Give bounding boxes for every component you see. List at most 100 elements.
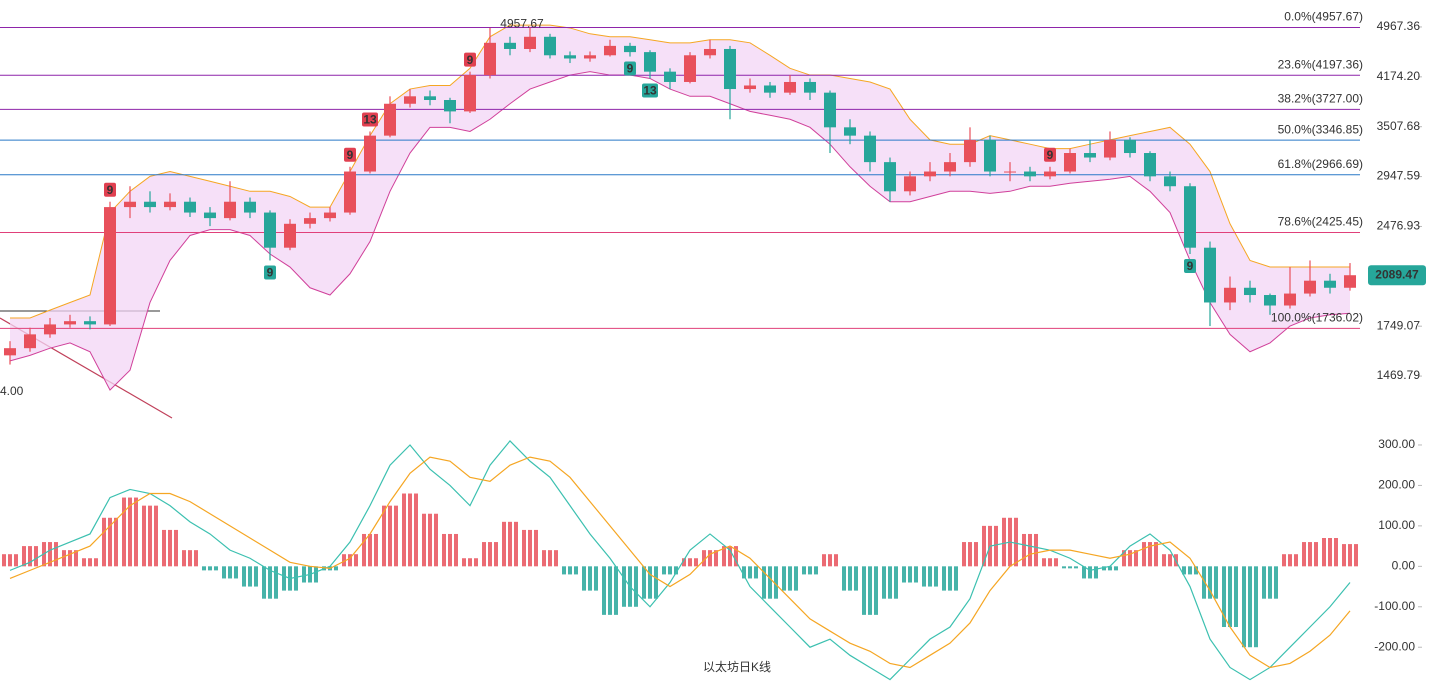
macd-bar xyxy=(1188,566,1192,575)
candle-body xyxy=(1184,186,1196,248)
macd-bar xyxy=(388,505,392,567)
macd-bar xyxy=(608,566,612,615)
macd-bar xyxy=(434,513,438,567)
macd-bar xyxy=(834,554,838,567)
macd-bar xyxy=(994,525,998,567)
macd-bar xyxy=(1148,542,1152,567)
macd-bar xyxy=(462,558,466,567)
macd-bar xyxy=(408,493,412,567)
macd-bar xyxy=(382,505,386,567)
candle-body xyxy=(64,321,76,325)
macd-bar xyxy=(274,566,278,599)
y-tick-label: 200.00 xyxy=(1378,478,1415,492)
macd-bar xyxy=(914,566,918,583)
macd-bar xyxy=(1108,566,1112,571)
y-tick-label: 4174.20 xyxy=(1377,69,1421,83)
macd-bar xyxy=(354,554,358,567)
macd-bar xyxy=(1348,544,1352,567)
macd-bar xyxy=(268,566,272,599)
macd-bar xyxy=(508,521,512,567)
macd-bar xyxy=(1242,566,1246,648)
macd-bar xyxy=(242,566,246,587)
macd-bar xyxy=(788,566,792,591)
td-marker xyxy=(264,265,276,280)
macd-bar xyxy=(94,558,98,567)
macd-bar xyxy=(1202,566,1206,599)
macd-bar xyxy=(742,566,746,579)
macd-bar xyxy=(922,566,926,587)
macd-bar xyxy=(1322,538,1326,567)
macd-bar xyxy=(482,542,486,567)
macd-bar xyxy=(428,513,432,567)
candle-body xyxy=(4,348,16,356)
macd-bar xyxy=(1274,566,1278,599)
macd-bar xyxy=(1294,554,1298,567)
price-badge-label: 2089.47 xyxy=(1375,267,1419,281)
candle-body xyxy=(984,139,996,172)
macd-bar xyxy=(1288,554,1292,567)
macd-bar xyxy=(214,566,218,571)
candle-body xyxy=(364,135,376,172)
macd-bar xyxy=(848,566,852,591)
macd-bar xyxy=(1222,566,1226,628)
macd-bar xyxy=(528,529,532,567)
macd-bar xyxy=(1214,566,1218,599)
macd-line xyxy=(9,440,1351,681)
macd-bar xyxy=(574,566,578,575)
td-marker-label: 9 xyxy=(267,266,274,280)
macd-bar xyxy=(1122,550,1126,567)
macd-bar xyxy=(454,533,458,567)
macd-bar xyxy=(534,529,538,567)
macd-bar xyxy=(314,566,318,583)
macd-bar xyxy=(1168,554,1172,567)
macd-bar xyxy=(162,529,166,567)
macd-bar xyxy=(1074,566,1078,569)
macd-bar xyxy=(108,517,112,567)
macd-bar xyxy=(1234,566,1238,628)
macd-bar xyxy=(168,529,172,567)
td-marker-label: 9 xyxy=(627,62,634,76)
macd-bar xyxy=(802,566,806,575)
macd-bar xyxy=(1142,542,1146,567)
macd-bar xyxy=(1062,566,1066,569)
candle-body xyxy=(184,201,196,213)
td-marker xyxy=(344,147,356,162)
macd-bar xyxy=(822,554,826,567)
candle-body xyxy=(204,212,216,219)
candle-body xyxy=(804,81,816,93)
macd-bar xyxy=(562,566,566,575)
candle-body xyxy=(1344,275,1356,288)
macd-bar xyxy=(774,566,778,599)
macd-bar xyxy=(68,550,72,567)
macd-bar xyxy=(468,558,472,567)
macd-bar xyxy=(22,546,26,567)
macd-bar xyxy=(642,566,646,599)
td-marker xyxy=(464,52,476,67)
td-marker xyxy=(1184,258,1196,273)
band-fill xyxy=(10,25,1350,391)
td-marker-label: 9 xyxy=(347,148,354,162)
candle-body xyxy=(1084,153,1096,158)
macd-bar xyxy=(1068,566,1072,569)
candle-body xyxy=(1224,287,1236,303)
y-tick-label: 0.00 xyxy=(1392,558,1416,572)
macd-bar xyxy=(1102,566,1106,571)
y-tick-label: 3507.68 xyxy=(1377,119,1421,133)
macd-bar xyxy=(82,558,86,567)
candle-body xyxy=(84,321,96,325)
macd-bar xyxy=(1328,538,1332,567)
macd-bar xyxy=(1302,542,1306,567)
candle-body xyxy=(304,218,316,224)
low-label: 4.00 xyxy=(0,384,24,398)
candle-body xyxy=(164,201,176,208)
y-tick-label: 1469.79 xyxy=(1377,368,1421,382)
macd-bar xyxy=(602,566,606,615)
candle-body xyxy=(504,42,516,49)
candle-body xyxy=(1324,280,1336,288)
macd-bar xyxy=(2,554,6,567)
macd-bar xyxy=(1082,566,1086,579)
macd-bar xyxy=(1342,544,1346,567)
candle-body xyxy=(264,212,276,248)
candle-body xyxy=(1304,280,1316,294)
y-tick-label: 2476.93 xyxy=(1377,219,1421,233)
